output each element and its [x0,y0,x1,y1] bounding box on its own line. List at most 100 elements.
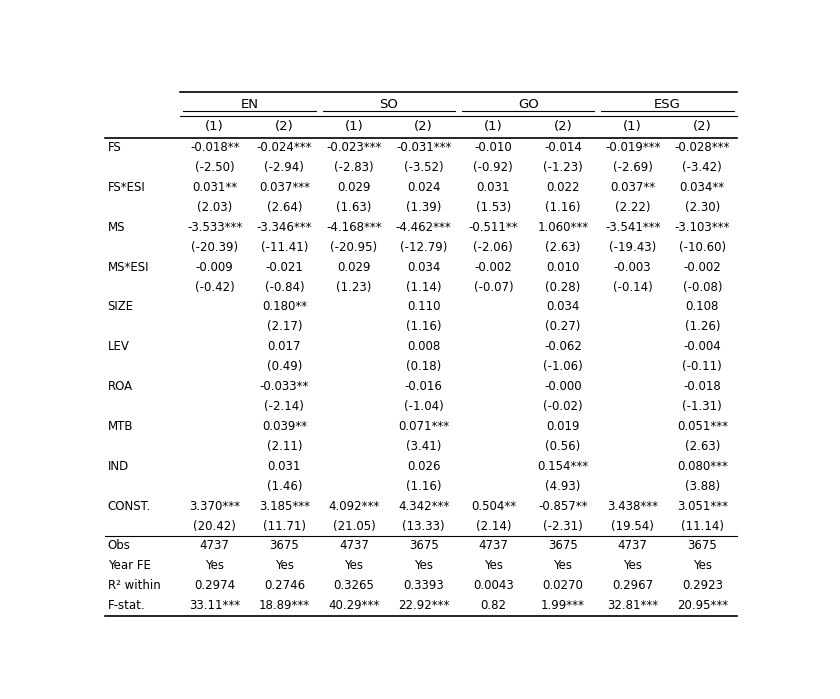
Text: MS*ESI: MS*ESI [108,261,150,273]
Text: (0.18): (0.18) [406,360,441,373]
Text: 0.017: 0.017 [268,340,301,353]
Text: 0.031**: 0.031** [192,181,237,194]
Text: (2): (2) [414,120,433,134]
Text: SO: SO [380,98,398,110]
Text: (-0.92): (-0.92) [474,161,513,174]
Text: Yes: Yes [414,559,433,572]
Text: (-2.31): (-2.31) [543,519,583,533]
Text: -0.002: -0.002 [684,261,722,273]
Text: -0.023***: -0.023*** [326,141,381,154]
Text: 0.034: 0.034 [407,261,440,273]
Text: -3.346***: -3.346*** [256,221,312,234]
Text: (2.17): (2.17) [266,320,302,333]
Text: -0.511**: -0.511** [469,221,518,234]
Text: 3.185***: 3.185*** [259,500,310,512]
Text: CONST.: CONST. [108,500,151,512]
Text: (1.53): (1.53) [475,201,511,214]
Text: (1.16): (1.16) [406,480,441,493]
Text: 3675: 3675 [270,540,299,552]
Text: 1.99***: 1.99*** [541,599,585,612]
Text: Yes: Yes [275,559,294,572]
Text: SIZE: SIZE [108,301,134,313]
Text: 0.108: 0.108 [685,301,719,313]
Text: -0.002: -0.002 [475,261,512,273]
Text: -0.018**: -0.018** [190,141,239,154]
Text: 0.3265: 0.3265 [333,579,375,592]
Text: 0.031: 0.031 [476,181,510,194]
Text: FS: FS [108,141,121,154]
Text: -4.168***: -4.168*** [326,221,382,234]
Text: (-0.84): (-0.84) [265,280,304,294]
Text: -0.031***: -0.031*** [396,141,451,154]
Text: 0.034**: 0.034** [680,181,725,194]
Text: (2.64): (2.64) [266,201,302,214]
Text: 0.2974: 0.2974 [194,579,235,592]
Text: (-3.52): (-3.52) [404,161,444,174]
Text: -0.018: -0.018 [684,380,722,393]
Text: F-stat.: F-stat. [108,599,145,612]
Text: (11.14): (11.14) [680,519,724,533]
Text: 0.037***: 0.037*** [259,181,310,194]
Text: (-19.43): (-19.43) [609,240,656,254]
Text: Yes: Yes [344,559,364,572]
Text: 0.029: 0.029 [337,181,370,194]
Text: 32.81***: 32.81*** [607,599,659,612]
Text: (2.63): (2.63) [545,240,580,254]
Text: (-10.60): (-10.60) [679,240,726,254]
Text: Year FE: Year FE [108,559,150,572]
Text: -0.019***: -0.019*** [605,141,660,154]
Text: -0.028***: -0.028*** [675,141,730,154]
Text: EN: EN [240,98,259,110]
Text: LEV: LEV [108,340,129,353]
Text: 18.89***: 18.89*** [259,599,310,612]
Text: (1.16): (1.16) [406,320,441,333]
Text: 4737: 4737 [479,540,508,552]
Text: Yes: Yes [693,559,711,572]
Text: (-2.50): (-2.50) [195,161,234,174]
Text: 0.026: 0.026 [407,460,440,473]
Text: -0.009: -0.009 [196,261,234,273]
Text: (-11.41): (-11.41) [260,240,308,254]
Text: -3.541***: -3.541*** [605,221,660,234]
Text: 4737: 4737 [617,540,648,552]
Text: (0.49): (0.49) [266,360,302,373]
Text: -0.062: -0.062 [544,340,582,353]
Text: 40.29***: 40.29*** [328,599,380,612]
Text: (-2.06): (-2.06) [474,240,513,254]
Text: -0.024***: -0.024*** [256,141,312,154]
Text: MTB: MTB [108,420,133,433]
Text: 1.060***: 1.060*** [538,221,589,234]
Text: 0.080***: 0.080*** [677,460,727,473]
Text: 0.071***: 0.071*** [398,420,449,433]
Text: 0.2746: 0.2746 [264,579,305,592]
Text: (-2.69): (-2.69) [612,161,653,174]
Text: Yes: Yes [554,559,573,572]
Text: 3.051***: 3.051*** [677,500,727,512]
Text: GO: GO [517,98,538,110]
Text: 0.010: 0.010 [546,261,580,273]
Text: 0.2967: 0.2967 [612,579,654,592]
Text: (-2.83): (-2.83) [334,161,374,174]
Text: 0.024: 0.024 [407,181,440,194]
Text: (-1.23): (-1.23) [543,161,583,174]
Text: IND: IND [108,460,129,473]
Text: (1.39): (1.39) [406,201,441,214]
Text: -0.004: -0.004 [684,340,722,353]
Text: (-20.95): (-20.95) [330,240,377,254]
Text: (-0.14): (-0.14) [612,280,653,294]
Text: 0.3393: 0.3393 [403,579,444,592]
Text: (1): (1) [623,120,642,134]
Text: (-0.11): (-0.11) [682,360,722,373]
Text: (-0.02): (-0.02) [543,400,583,413]
Text: 0.0043: 0.0043 [473,579,514,592]
Text: (2): (2) [275,120,294,134]
Text: 0.2923: 0.2923 [682,579,722,592]
Text: (2): (2) [693,120,711,134]
Text: (0.27): (0.27) [545,320,580,333]
Text: (0.28): (0.28) [545,280,580,294]
Text: (3.41): (3.41) [406,440,441,453]
Text: 4737: 4737 [339,540,369,552]
Text: 3675: 3675 [549,540,578,552]
Text: 3.370***: 3.370*** [189,500,240,512]
Text: (1.23): (1.23) [336,280,371,294]
